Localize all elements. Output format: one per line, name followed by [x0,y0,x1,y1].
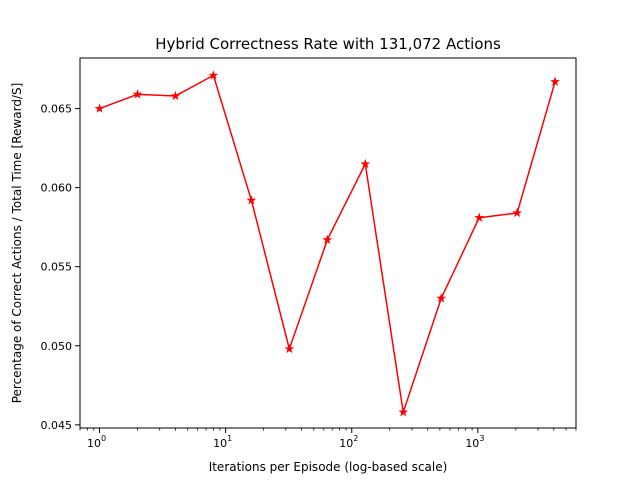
data-point-5 [284,343,295,354]
y-tick-label-3: 0.060 [41,182,73,195]
x-tick-label-1: 101 [213,434,232,450]
x-tick-label-3: 103 [465,434,484,450]
data-point-3 [208,70,219,80]
y-tick-label-2: 0.055 [41,261,73,274]
data-point-11 [512,207,522,218]
y-axis-label: Percentage of Correct Actions / Total Ti… [10,83,24,404]
data-point-12 [550,76,560,86]
data-point-7 [360,158,371,169]
x-tick-label-0: 100 [87,434,106,450]
data-point-0 [94,103,105,113]
y-tick-label-1: 0.050 [41,340,73,353]
data-point-10 [474,212,485,222]
data-point-6 [322,234,333,244]
x-axis: 100 101 102 103 [79,428,577,450]
x-axis-label: Iterations per Episode (log-based scale) [209,460,448,474]
data-point-1 [132,89,143,99]
y-tick-label-0: 0.045 [41,419,73,432]
data-point-2 [170,90,181,101]
series-group [94,70,560,417]
y-axis: 0.045 0.050 0.055 0.060 0.065 [41,103,80,432]
x-tick-label-2: 102 [339,434,358,450]
chart-title: Hybrid Correctness Rate with 131,072 Act… [155,35,501,53]
data-point-8 [398,407,409,417]
series-line-0 [99,74,556,413]
data-point-4 [246,195,257,205]
plot-area [79,57,577,429]
data-point-9 [436,293,447,303]
y-tick-label-4: 0.065 [41,103,73,116]
